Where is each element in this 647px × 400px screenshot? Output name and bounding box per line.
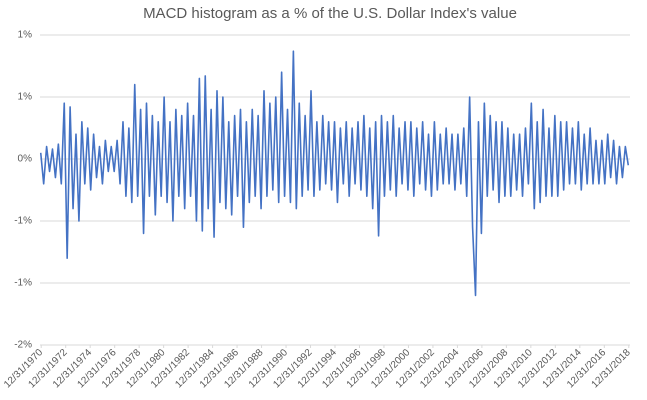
data-line — [39, 50, 630, 297]
y-tick-label: 1% — [18, 30, 33, 41]
y-tick-label: 1% — [18, 92, 33, 103]
y-tick-label: -2% — [14, 340, 32, 351]
y-tick-label: 0% — [18, 154, 33, 165]
chart-title: MACD histogram as a % of the U.S. Dollar… — [143, 5, 517, 22]
y-tick-label: -1% — [14, 278, 32, 289]
y-tick-label: -1% — [14, 216, 32, 227]
